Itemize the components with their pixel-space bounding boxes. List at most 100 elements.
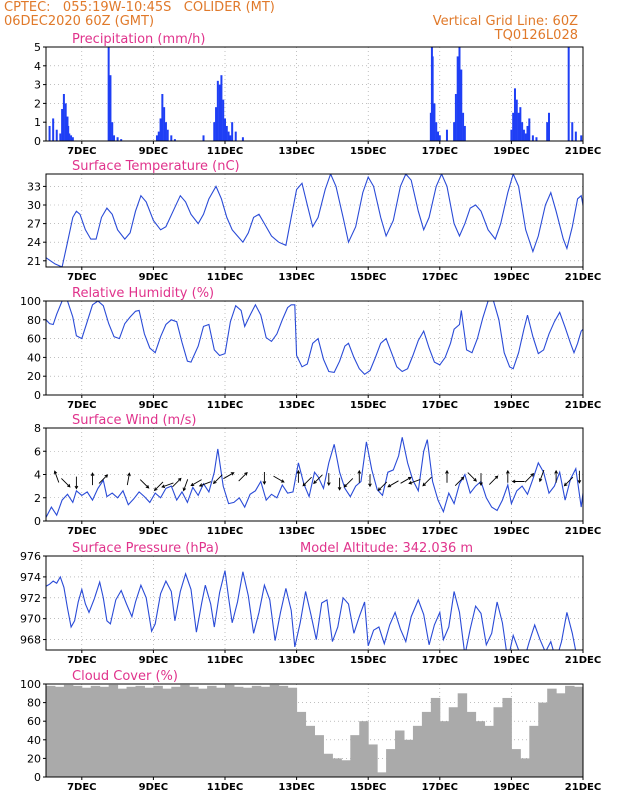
cloud-bar [475, 721, 486, 777]
x-tick-label: 17DEC [422, 272, 458, 283]
precip-bar [546, 122, 549, 141]
panel-frame [45, 46, 584, 142]
precip-bar [61, 109, 64, 141]
precip-bar [164, 122, 167, 141]
precip-bar [522, 129, 525, 141]
wind-arrow [302, 476, 312, 487]
cloud-bar [377, 772, 387, 777]
cloud-bar [430, 697, 441, 777]
panel-frame [45, 683, 584, 778]
wind-arrow [212, 474, 223, 485]
y-tick-label: 970 [20, 613, 41, 626]
precip-bar [460, 69, 463, 141]
precip-bar [437, 131, 440, 141]
cloud-bar [287, 687, 298, 777]
y-tick-label: 1 [34, 116, 41, 129]
wind-arrow [400, 476, 412, 484]
precip-bar [234, 131, 237, 141]
precip-bar [547, 112, 550, 141]
x-tick-label: 11DEC [207, 655, 243, 666]
cloud-bar [511, 749, 521, 777]
wind-arrow [74, 476, 79, 490]
precip-bar [222, 99, 225, 141]
precip-bar [157, 131, 160, 141]
precip-bar [202, 135, 205, 141]
wind-arrow [368, 474, 372, 488]
wind-arrow [198, 481, 212, 487]
cloud-bar [547, 688, 557, 777]
precip-bar [456, 56, 459, 141]
y-tick-label: 0 [34, 389, 41, 402]
x-tick-label: 11DEC [207, 782, 243, 793]
wind-arrow [454, 476, 465, 487]
precip-bar [526, 125, 529, 141]
x-tick-label: 15DEC [350, 146, 386, 157]
cloud-bar [520, 758, 530, 777]
panel-5: 968 970 972 974 976 7DEC 9DEC 11DEC 13DEC 15DEC 17… [20, 541, 601, 666]
panel-6: 0 20 40 60 80 100 7DEC 9DEC 11DEC 13DEC 15DEC 17DEC… [20, 669, 601, 793]
cloud-bar [574, 686, 583, 777]
precip-bar [218, 84, 221, 141]
wind-arrow [563, 476, 574, 487]
cloud-bar [46, 685, 56, 777]
y-tick-label: 976 [20, 550, 41, 563]
precip-bar [567, 47, 570, 141]
series-line [46, 174, 583, 267]
precip-bar [510, 129, 513, 141]
panel-frame [45, 300, 584, 396]
panel-4: 0 2 4 6 8 7DEC 9DEC 11DEC 13DEC 15DEC 17DEC 19DEC 21… [34, 413, 601, 537]
y-tick-label: 6 [34, 445, 41, 458]
y-tick-label: 4 [34, 469, 41, 482]
precip-bar [521, 122, 524, 141]
cloud-bar [233, 686, 244, 777]
y-tick-label: 60 [27, 715, 41, 728]
precip-bar [535, 137, 538, 141]
wind-arrow [554, 469, 558, 483]
y-tick-label: 100 [20, 678, 41, 691]
wind-arrow [524, 473, 535, 483]
wind-arrow [223, 472, 235, 480]
cloud-bar [457, 693, 468, 777]
x-tick-label: 19DEC [493, 272, 529, 283]
precip-bar [462, 112, 465, 141]
wind-arrow [53, 470, 60, 483]
precip-bar [166, 129, 169, 141]
panel-frame [45, 555, 584, 651]
wind-arrow [577, 470, 582, 484]
precip-bar [574, 131, 577, 141]
panel-title: Cloud Cover (%) [72, 669, 178, 684]
precip-bar [116, 137, 119, 141]
series-line [46, 437, 583, 518]
y-tick-label: 24 [27, 236, 41, 249]
cloud-bar [117, 688, 128, 777]
y-tick-label: 80 [27, 697, 41, 710]
wind-arrow [467, 472, 477, 482]
wind-arrow [445, 469, 449, 483]
precip-bar [155, 135, 158, 141]
x-tick-label: 11DEC [207, 526, 243, 537]
precip-bar [531, 135, 534, 141]
wind-arrow [126, 472, 131, 486]
precip-bar [453, 122, 456, 141]
cloud-bar [81, 687, 92, 777]
cloud-bar [421, 711, 432, 777]
cloud-bar [493, 707, 503, 777]
cloud-bar [63, 684, 74, 777]
y-tick-label: 8 [34, 422, 41, 435]
cloud-bar [404, 739, 414, 777]
precip-bar [220, 75, 223, 141]
cloud-bar [144, 687, 154, 777]
precip-bar [170, 135, 173, 141]
run-date-label: 06DEC2020 60Z (GMT) [4, 14, 155, 29]
y-tick-label: 974 [20, 571, 41, 584]
precip-bar [231, 122, 234, 141]
x-tick-label: 15DEC [350, 400, 386, 411]
y-tick-label: 972 [20, 592, 41, 605]
x-tick-label: 9DEC [139, 526, 168, 537]
precip-bar [241, 137, 244, 141]
y-tick-label: 0 [34, 771, 41, 784]
cloud-bar [54, 686, 65, 777]
cloud-bar [171, 686, 181, 777]
y-tick-label: 0 [34, 135, 41, 148]
